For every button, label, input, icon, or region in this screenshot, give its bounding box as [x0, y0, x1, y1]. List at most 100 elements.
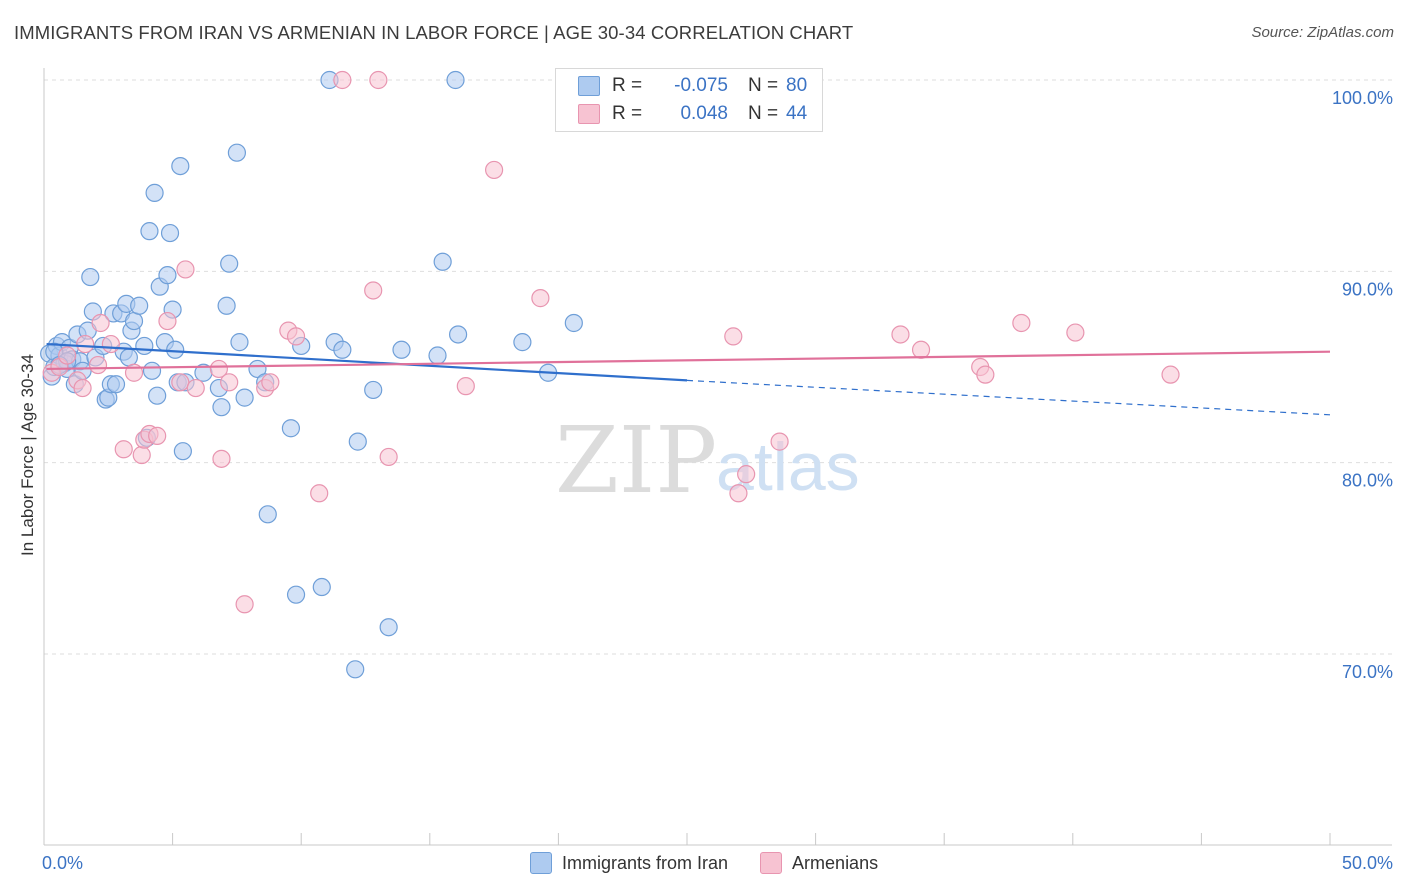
y-tick-label: 70.0%: [1342, 662, 1393, 682]
data-point-iran: [348, 432, 367, 451]
data-point-iran: [142, 361, 162, 380]
data-point-iran: [171, 157, 190, 176]
data-point-armenian: [891, 325, 910, 344]
legend-r-value-armenian: 0.048: [680, 103, 728, 124]
data-point-iran: [135, 336, 154, 356]
legend-label-iran: Immigrants from Iran: [562, 852, 729, 873]
data-point-iran: [433, 252, 452, 271]
data-point-armenian: [171, 373, 190, 392]
axes: [43, 68, 1392, 846]
data-point-iran: [392, 340, 411, 359]
data-point-armenian: [531, 289, 550, 308]
legend-item-armenian[interactable]: Armenians: [760, 852, 878, 874]
trend-line-iran: [46, 342, 688, 382]
trend-line-iran-extension: [686, 379, 1331, 416]
y-tick-label: 100.0%: [1332, 88, 1393, 108]
stats-legend: R = -0.075 N = 80 R = 0.048 N = 44: [555, 68, 823, 132]
data-point-iran: [513, 333, 532, 352]
legend-swatch-iran: [530, 852, 552, 874]
data-point-iran: [173, 442, 192, 461]
data-point-armenian: [310, 484, 329, 503]
chart-title: IMMIGRANTS FROM IRAN VS ARMENIAN IN LABO…: [14, 22, 854, 43]
series-armenian-points: [42, 70, 1180, 614]
data-point-armenian: [364, 281, 383, 300]
data-point-iran: [81, 267, 100, 287]
data-point-iran: [564, 313, 583, 333]
legend-n-label: N =: [748, 103, 779, 124]
data-point-iran: [258, 505, 277, 524]
data-point-iran: [217, 296, 236, 315]
trend-line-armenian: [46, 350, 1331, 371]
data-point-iran: [235, 388, 254, 407]
data-point-iran: [212, 398, 231, 417]
data-point-iran: [346, 660, 365, 679]
data-point-iran: [130, 296, 149, 315]
data-point-armenian: [456, 377, 475, 396]
legend-swatch-armenian: [578, 104, 600, 124]
data-point-iran: [248, 359, 267, 379]
x-tick-label-max: 50.0%: [1342, 853, 1393, 873]
data-point-armenian: [209, 359, 228, 379]
data-point-armenian: [729, 484, 748, 503]
data-point-iran: [166, 340, 185, 359]
data-point-armenian: [76, 334, 95, 354]
data-point-iran: [364, 380, 383, 400]
x-tick-label-min: 0.0%: [42, 853, 83, 873]
data-point-armenian: [235, 595, 254, 614]
data-point-iran: [140, 222, 159, 241]
data-point-iran: [119, 348, 138, 367]
trend-lines: [46, 342, 1331, 416]
series-legend: Immigrants from Iran Armenians: [530, 852, 910, 874]
data-point-armenian: [73, 378, 92, 398]
legend-swatch-armenian: [760, 852, 783, 874]
legend-row-armenian: R = 0.048 N = 44: [578, 101, 807, 127]
data-point-armenian: [369, 70, 388, 90]
data-point-armenian: [158, 311, 177, 331]
y-tick-labels: 70.0% 80.0% 90.0% 100.0%: [1332, 88, 1393, 682]
data-point-armenian: [737, 465, 756, 484]
legend-label-armenian: Armenians: [792, 852, 879, 873]
data-point-iran: [124, 311, 144, 331]
data-point-armenian: [286, 327, 306, 346]
data-point-armenian: [379, 447, 398, 467]
data-point-armenian: [91, 313, 110, 333]
legend-r-value-iran: -0.075: [674, 75, 728, 96]
data-point-iran: [145, 183, 164, 202]
y-tick-label: 90.0%: [1342, 279, 1393, 299]
data-point-iran: [227, 143, 246, 162]
data-point-iran: [281, 419, 301, 438]
legend-n-value-iran: 80: [786, 75, 808, 96]
source-credit: Source: ZipAtlas.com: [1251, 24, 1394, 41]
series-iran-points: [40, 70, 583, 679]
data-point-armenian: [101, 334, 120, 354]
data-point-armenian: [88, 355, 108, 375]
data-point-armenian: [976, 365, 995, 384]
data-point-armenian: [1066, 323, 1085, 342]
data-point-armenian: [1161, 365, 1180, 384]
data-point-iran: [148, 386, 167, 405]
data-point-iran: [333, 340, 352, 359]
legend-n-label: N =: [748, 75, 779, 96]
data-point-armenian: [186, 378, 205, 398]
data-point-iran: [106, 375, 126, 394]
data-point-armenian: [220, 373, 239, 392]
data-point-iran: [446, 70, 465, 90]
watermark-zip: ZIP: [555, 407, 717, 514]
gridlines: [44, 79, 1392, 655]
y-tick-label: 80.0%: [1342, 471, 1393, 491]
data-point-armenian: [148, 426, 167, 445]
legend-r-label: R =: [612, 103, 643, 124]
data-point-iran: [160, 223, 180, 243]
data-point-armenian: [58, 346, 77, 365]
data-point-iran: [379, 618, 398, 637]
data-point-armenian: [132, 445, 151, 465]
data-point-armenian: [724, 327, 743, 346]
legend-item-iran[interactable]: Immigrants from Iran: [530, 852, 728, 874]
data-point-armenian: [770, 432, 789, 451]
data-point-armenian: [333, 70, 352, 90]
data-point-armenian: [212, 449, 231, 468]
data-point-iran: [448, 325, 468, 344]
legend-swatch-iran: [578, 76, 600, 96]
data-point-iran: [220, 254, 239, 273]
